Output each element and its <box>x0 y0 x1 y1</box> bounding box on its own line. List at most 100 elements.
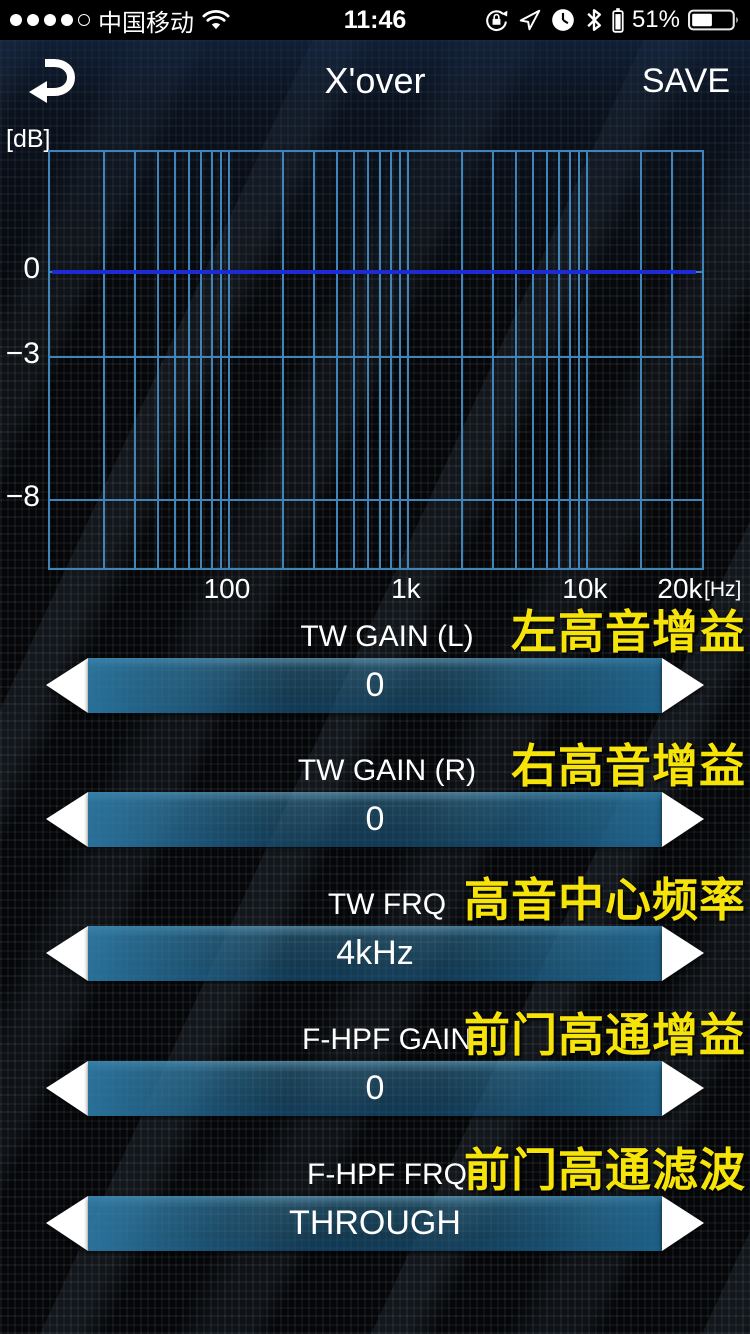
x-axis-unit-label: [Hz] <box>704 578 742 601</box>
y-tick-label: −3 <box>5 337 40 371</box>
grid-vline <box>174 152 177 568</box>
slider-tw-gain-l: TW GAIN (L) 左高音增益 0 <box>0 606 750 718</box>
grid-vline <box>102 152 105 568</box>
orientation-lock-icon <box>486 9 508 31</box>
slider-label: F-HPF FRQ <box>307 1158 467 1191</box>
signal-dot <box>10 14 22 26</box>
save-button[interactable]: SAVE <box>641 62 730 100</box>
battery-percent-label: 51% <box>631 6 680 33</box>
y-axis-unit-label: [dB] <box>6 125 51 153</box>
bluetooth-icon <box>587 9 601 31</box>
nav-bar: X'over SAVE <box>0 40 750 125</box>
grid-vline <box>281 152 284 568</box>
grid-vline <box>210 152 213 568</box>
x-tick-label: 100 <box>203 573 251 604</box>
grid-vline <box>219 152 222 568</box>
x-tick-label: 1k <box>391 573 421 604</box>
crossover-chart: [dB] 0 −3 −8 100 1k 10k 20k [Hz] <box>0 125 750 610</box>
slider-track[interactable]: 0 <box>88 1061 662 1116</box>
increase-arrow-button[interactable] <box>662 658 704 713</box>
increase-arrow-button[interactable] <box>662 1061 704 1116</box>
grid-hline <box>50 356 702 359</box>
page-title: X'over <box>324 60 426 101</box>
slider-label: TW GAIN (L) <box>300 620 474 653</box>
increase-arrow-button[interactable] <box>662 926 704 981</box>
slider-value: 4kHz <box>336 934 414 972</box>
grid-vline <box>492 152 495 568</box>
carrier-label: 中国移动 <box>98 9 194 37</box>
y-tick-label: −8 <box>5 479 40 513</box>
wifi-icon <box>202 9 230 30</box>
grid-vline <box>227 152 230 568</box>
x-tick-label: 20k <box>657 573 703 604</box>
grid-vline <box>671 152 674 568</box>
decrease-arrow-button[interactable] <box>46 1196 88 1251</box>
slider-tw-frq: TW FRQ 高音中心频率 4kHz <box>0 874 750 986</box>
signal-strength-icon <box>10 14 90 26</box>
chart-plot-area <box>48 150 704 570</box>
grid-vline <box>514 152 517 568</box>
grid-vline <box>568 152 571 568</box>
y-tick-label: 0 <box>23 251 40 285</box>
signal-dot <box>44 14 56 26</box>
alarm-clock-icon <box>552 9 574 31</box>
decrease-arrow-button[interactable] <box>46 926 88 981</box>
grid-vline <box>188 152 191 568</box>
grid-vline <box>460 152 463 568</box>
grid-vline <box>585 152 588 568</box>
grid-vline <box>389 152 392 568</box>
response-curve <box>52 269 696 274</box>
annotation-label: 高音中心频率 <box>464 874 746 926</box>
battery-icon <box>688 9 738 31</box>
slider-label: TW FRQ <box>327 888 447 921</box>
u-turn-back-arrow-icon <box>29 59 76 103</box>
grid-vline <box>531 152 534 568</box>
slider-track[interactable]: 0 <box>88 658 662 713</box>
annotation-label: 右高音增益 <box>511 740 746 792</box>
grid-hline <box>50 498 702 501</box>
slider-value: 0 <box>365 800 385 838</box>
location-icon <box>519 9 541 31</box>
slider-value: 0 <box>365 666 385 704</box>
increase-arrow-button[interactable] <box>662 792 704 847</box>
grid-vline <box>367 152 370 568</box>
grid-vline <box>546 152 549 568</box>
slider-track[interactable]: THROUGH <box>88 1196 662 1251</box>
slider-value: 0 <box>365 1069 385 1107</box>
grid-vline <box>156 152 159 568</box>
slider-value: THROUGH <box>289 1204 461 1242</box>
status-bar: 中国移动 11:46 <box>0 0 750 40</box>
increase-arrow-button[interactable] <box>662 1196 704 1251</box>
annotation-label: 前门高通滤波 <box>464 1144 746 1196</box>
signal-dot <box>61 14 73 26</box>
signal-dot-empty <box>78 14 90 26</box>
annotation-label: 左高音增益 <box>511 606 746 658</box>
bluetooth-battery-icon <box>612 8 624 33</box>
slider-f-hpf-gain: F-HPF GAIN 前门高通增益 0 <box>0 1009 750 1121</box>
grid-vline <box>398 152 401 568</box>
grid-vline <box>313 152 316 568</box>
x-tick-label: 10k <box>562 573 608 604</box>
grid-vline <box>353 152 356 568</box>
grid-vline <box>639 152 642 568</box>
decrease-arrow-button[interactable] <box>46 658 88 713</box>
signal-dot <box>27 14 39 26</box>
slider-label: F-HPF GAIN <box>302 1023 472 1056</box>
slider-f-hpf-frq: F-HPF FRQ 前门高通滤波 THROUGH <box>0 1144 750 1256</box>
grid-vline <box>134 152 137 568</box>
grid-vline <box>558 152 561 568</box>
decrease-arrow-button[interactable] <box>46 1061 88 1116</box>
slider-track[interactable]: 4kHz <box>88 926 662 981</box>
grid-vline <box>577 152 580 568</box>
grid-vline <box>379 152 382 568</box>
decrease-arrow-button[interactable] <box>46 792 88 847</box>
grid-vline <box>335 152 338 568</box>
slider-label: TW GAIN (R) <box>297 754 477 787</box>
slider-tw-gain-r: TW GAIN (R) 右高音增益 0 <box>0 740 750 852</box>
back-button[interactable] <box>24 54 80 106</box>
slider-track[interactable]: 0 <box>88 792 662 847</box>
annotation-label: 前门高通增益 <box>464 1009 746 1061</box>
grid-vline <box>406 152 409 568</box>
grid-vline <box>200 152 203 568</box>
